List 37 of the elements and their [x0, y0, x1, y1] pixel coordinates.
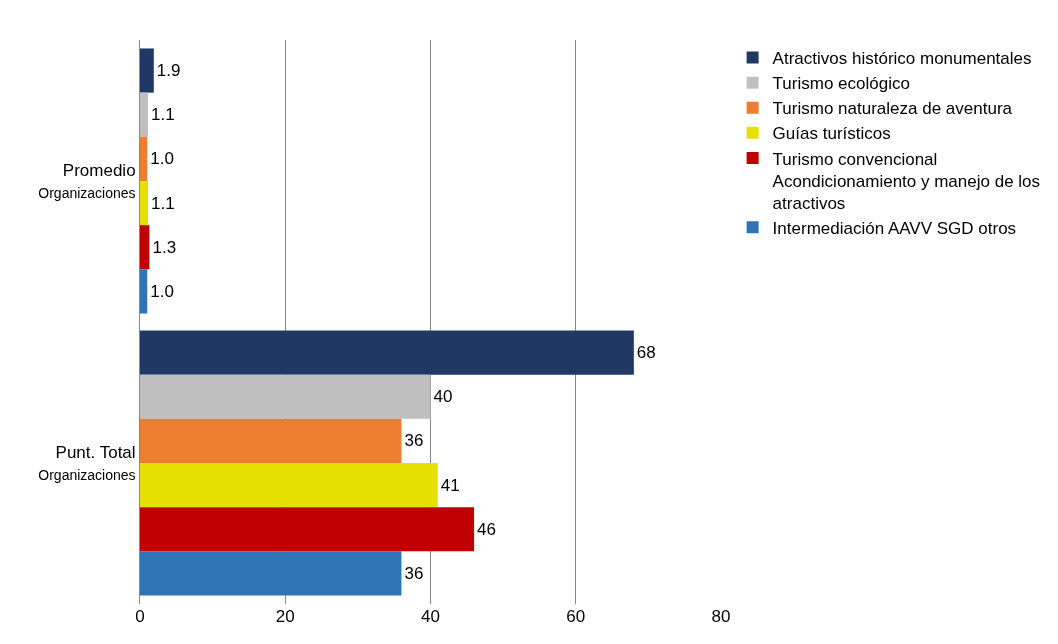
bar: [140, 374, 431, 419]
x-tick-label: 60: [566, 607, 586, 626]
data-label: 1.0: [150, 149, 174, 169]
y-tick-label: Promedio Organizaciones: [38, 160, 136, 201]
legend-label: Turismo convencional Acondicionamiento y manejo de los atractivos: [772, 149, 1041, 213]
y-tick-label: Punt. Total Organizaciones: [38, 442, 136, 483]
bar: [140, 181, 148, 226]
bar: [140, 225, 150, 270]
legend-label: Guías turísticos: [772, 124, 891, 144]
data-label: 68: [636, 343, 656, 363]
legend-label: Turismo ecológico: [772, 74, 910, 94]
bar: [140, 507, 475, 552]
legend-label: Intermediación AAVV SGD otros: [772, 218, 1017, 238]
data-label: 36: [404, 563, 424, 583]
bar: [140, 269, 148, 314]
bar: [140, 551, 402, 596]
x-tick-label: 80: [711, 607, 731, 626]
bar: [140, 48, 154, 93]
x-tick-label: 0: [135, 607, 145, 626]
legend-label: Atractivos histórico monumentales: [772, 49, 1032, 69]
data-label: 1.0: [150, 281, 174, 301]
bar: [140, 418, 402, 463]
x-tick-label: 20: [275, 607, 295, 626]
bar: [140, 330, 634, 375]
x-tick-label: 40: [421, 607, 440, 626]
data-label: 1.1: [150, 193, 175, 213]
data-label: 36: [404, 431, 424, 451]
legend-label: Turismo naturaleza de aventura: [772, 99, 1013, 119]
data-label: 41: [440, 475, 460, 495]
bar: [140, 463, 438, 508]
bar: [140, 92, 148, 137]
data-label: 1.3: [152, 237, 177, 257]
data-label: 40: [433, 387, 453, 407]
data-label: 46: [477, 519, 496, 539]
data-label: 1.1: [150, 105, 175, 125]
data-label: 1.9: [156, 61, 181, 81]
bar: [140, 136, 148, 181]
